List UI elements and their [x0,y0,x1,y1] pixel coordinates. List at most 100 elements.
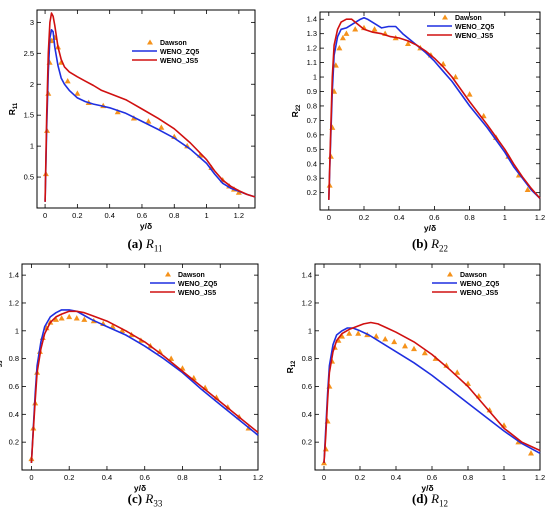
data-point [346,330,353,336]
series-weno-zq5 [44,29,256,202]
legend-label: WENO_JS5 [460,290,498,297]
series-line [323,321,541,464]
y-tick-label: 1.1 [307,58,317,67]
y-tick-label: 1.2 [302,298,312,307]
x-axis-label: y/δ [424,223,436,233]
data-point [524,186,531,192]
legend-label: WENO_ZQ5 [460,281,499,288]
x-tick-label: 1.2 [234,211,244,220]
x-tick-label: 0.6 [427,473,437,482]
x-axis-label: y/δ [134,483,146,493]
data-point [81,316,88,322]
y-tick-label: 1.4 [307,15,317,24]
series-line [44,12,256,202]
y-tick-label: 0.6 [307,130,317,139]
x-tick-label: 0.6 [140,473,150,482]
plot-frame [319,11,541,211]
y-tick-label: 0.2 [302,438,312,447]
x-tick-label: 0.4 [391,473,401,482]
data-point [66,313,73,320]
caption-tag: (c) [127,491,143,506]
data-point [168,355,175,361]
x-axis-label: y/δ [140,221,152,231]
series-line [30,310,259,464]
data-point [336,44,343,51]
series-dawson [28,313,252,462]
data-point [452,73,459,80]
y-axis-label: R22 [290,104,302,117]
chart-b: 0 0.2 0.4 0.6 0.8 1 1.2 0.2 0.3 0.4 0.5 0.6 0.7 0.8 0.… [290,11,545,233]
data-point [371,26,378,32]
x-tick-label: 0.8 [464,213,474,222]
x-tick-label: 0 [327,213,331,222]
series-line [323,327,541,464]
series-weno-zq5 [30,309,259,464]
y-tick-label: 1 [313,73,317,82]
legend: Dawson WENO_ZQ5 WENO_JS5 [150,271,217,297]
legend: Dawson WENO_ZQ5 WENO_JS5 [132,39,199,65]
legend-label: Dawson [160,40,187,47]
y-tick-label: 2 [30,80,34,89]
x-tick-label: 0 [322,473,326,482]
legend-marker [447,271,453,277]
chart-d: 0 0.2 0.4 0.6 0.8 1 1.2 0.2 0.4 0.6 0.8 1 1.2 1.4 y/δ R… [285,263,545,493]
plot-frame [21,263,259,471]
caption-subscript: 22 [439,243,449,254]
y-tick-label: 0.6 [302,382,312,391]
data-point [64,77,71,84]
legend-marker [165,271,171,277]
caption-subscript: 33 [153,498,163,509]
legend-label: WENO_ZQ5 [455,24,494,31]
x-tick-label: 1 [204,211,208,220]
legend: Dawson WENO_ZQ5 WENO_JS5 [427,14,494,40]
data-point [402,342,408,349]
y-axis-label: R11 [7,102,19,115]
data-point [73,315,80,321]
x-tick-label: 0.2 [355,473,365,482]
series-weno-js5 [44,12,256,202]
caption-symbol: R [431,491,440,506]
y-axis-label: R33 [0,360,4,373]
data-point [352,26,359,32]
y-tick-label: 0.8 [302,354,312,363]
caption-c: (c) R33 [105,491,185,509]
x-tick-label: 1 [503,213,507,222]
caption-tag: (b) [411,236,428,251]
data-point [528,450,534,456]
data-point [145,118,152,124]
x-tick-label: 0.2 [72,211,82,220]
y-tick-label: 3 [30,18,34,27]
caption-symbol: R [145,491,154,506]
y-tick-label: 0.4 [302,410,312,419]
y-tick-label: 1.4 [9,271,19,280]
caption-a: (a) R11 [105,236,185,254]
series-weno-js5 [328,18,541,200]
caption-symbol: R [145,236,154,251]
series-weno-js5 [30,310,259,464]
data-point [339,333,345,339]
series-weno-zq5 [323,327,541,464]
data-point [74,90,81,96]
x-axis-label: y/δ [421,483,433,493]
x-tick-label: 1.2 [253,473,263,482]
x-tick-label: 0.4 [104,211,114,220]
x-tick-label: 0.4 [394,213,404,222]
series-line [328,18,541,200]
legend-label: WENO_ZQ5 [160,49,199,56]
x-tick-label: 0.6 [429,213,439,222]
series-line [44,29,256,202]
data-point [58,315,65,321]
legend-label: WENO_ZQ5 [178,281,217,288]
y-tick-label: 0.5 [24,173,34,182]
legend-label: Dawson [178,272,205,279]
series-weno-js5 [323,321,541,464]
y-tick-label: 0.7 [307,116,317,125]
y-tick-label: 0.4 [307,159,317,168]
y-tick-label: 0.6 [9,382,19,391]
data-point [109,323,116,329]
plot-frame [314,263,541,471]
data-point [43,324,50,331]
series-dawson [326,24,531,192]
caption-tag: (d) [411,491,428,506]
